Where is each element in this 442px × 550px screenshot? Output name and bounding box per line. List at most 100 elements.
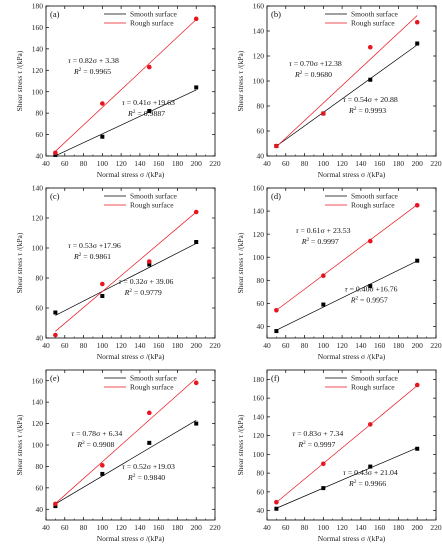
fit-equation-lhs: τ [122,462,126,471]
y-tick-label: 140 [253,207,265,216]
x-tick-label: 60 [61,523,69,532]
panel-label: (c) [50,191,60,201]
data-point-circle [321,273,326,278]
y-tick-label: 140 [253,412,265,421]
data-point-square [147,440,152,445]
fit-equation-lhs: τ [71,429,75,438]
data-point-square [100,134,105,139]
data-point-circle [53,332,58,338]
x-tick-label: 40 [42,159,50,168]
chart-panel-e: 40 60 80 100 120 140 160 180 200 220 40 60 80 100 120 1… [15,369,221,543]
x-tick-label: 80 [301,159,309,168]
y-tick-label: 80 [36,109,44,118]
data-point-circle [367,44,373,50]
y-tick-label: 60 [257,127,265,136]
y-tick-label: 80 [257,469,265,478]
panel-label: (d) [271,191,281,201]
x-tick-label: 160 [374,341,386,350]
r-squared-sup: 2 [354,479,357,485]
data-point-circle [146,259,152,264]
y-tick-label: 60 [257,487,265,496]
fit-line [55,243,197,316]
x-tick-label: 220 [209,341,221,350]
r-squared-lhs: R [348,479,354,488]
r-squared-lhs: R [294,70,300,79]
data-point-circle [193,16,199,22]
y-tick-label: 80 [36,462,44,471]
legend-entry: Smooth surface [130,374,178,383]
x-axis-label: Normal stress σ /(kPa) [97,352,165,361]
fit-equation-rhs: = 0.43σ + 21.04 [346,468,398,477]
fit-equation: τ = 0.41σ +19.63 [122,98,175,107]
y-tick-label: 60 [36,483,44,492]
data-point-square [321,302,326,307]
r-squared-sup: 2 [82,440,85,446]
fit-r-squared: R2 = 0.9887 [127,109,165,118]
fit-equation-rhs: = 0.70σ +12.38 [292,59,342,68]
y-tick-label: 180 [32,2,44,11]
y-tick-label: 60 [36,304,44,313]
fit-equation-rhs: = 0.78σ + 6.34 [74,429,122,438]
x-tick-label: 100 [97,159,109,168]
r-squared-rhs: = 0.9861 [81,252,111,261]
x-tick-label: 160 [374,523,386,532]
r-squared-sup: 2 [79,252,82,258]
x-tick-label: 200 [191,523,203,532]
y-axis-label: Shear stress τ /(kPa) [236,50,245,111]
data-point-circle [146,410,152,416]
y-tick-label: 40 [257,322,265,331]
x-tick-label: 80 [301,523,309,532]
fit-equation-lhs: τ [289,59,293,68]
y-tick-label: 40 [36,505,44,514]
x-tick-label: 140 [355,159,367,168]
y-axis-label: Shear stress τ /(kPa) [236,414,245,475]
x-tick-label: 220 [209,159,221,168]
data-point-square [415,41,420,46]
fit-equation-lhs: τ [68,241,72,250]
data-point-circle [367,238,373,244]
y-tick-label: 40 [36,334,44,343]
y-tick-label: 80 [257,102,265,111]
x-tick-label: 100 [318,523,330,532]
fit-line [276,15,418,148]
y-tick-label: 140 [32,184,44,193]
y-tick-label: 140 [32,44,44,53]
fit-equation: τ = 0.82σ + 3.38 [68,56,119,65]
r-squared-lhs: R [76,440,82,449]
panel-label: (b) [271,9,281,19]
y-tick-label: 40 [257,152,265,161]
legend-entry: Rough surface [130,19,174,28]
legend-entry: Smooth surface [130,192,178,201]
r-squared-rhs: = 0.9840 [135,473,165,482]
data-point-square [147,109,152,113]
fit-equation: τ = 0.32σ + 39.06 [119,277,174,286]
fit-line [276,260,418,331]
x-tick-label: 160 [153,523,165,532]
data-point-square [147,262,152,267]
x-tick-label: 200 [412,341,424,350]
data-point-square [194,240,199,244]
y-axis-label: Shear stress τ /(kPa) [15,232,24,293]
fit-equation-lhs: τ [68,56,72,65]
data-point-circle [100,281,105,287]
x-tick-label: 80 [80,523,88,532]
y-tick-label: 40 [257,506,265,515]
y-tick-label: 100 [253,253,265,262]
x-tick-label: 60 [282,523,290,532]
data-point-circle [193,209,199,215]
fit-r-squared: R2 = 0.9966 [348,479,386,488]
data-point-circle [193,380,199,386]
fit-r-squared: R2 = 0.9779 [124,288,162,297]
y-tick-label: 80 [257,276,265,285]
r-squared-sup: 2 [303,440,306,446]
x-tick-label: 180 [172,159,184,168]
x-tick-label: 220 [430,341,442,350]
data-point-square [274,329,279,334]
data-point-circle [414,19,420,25]
data-point-square [368,464,373,469]
fit-equation-rhs: = 0.83σ + 7.34 [295,429,343,438]
data-point-square [100,471,105,476]
panel-label: (a) [50,9,60,19]
data-point-square [415,258,420,263]
